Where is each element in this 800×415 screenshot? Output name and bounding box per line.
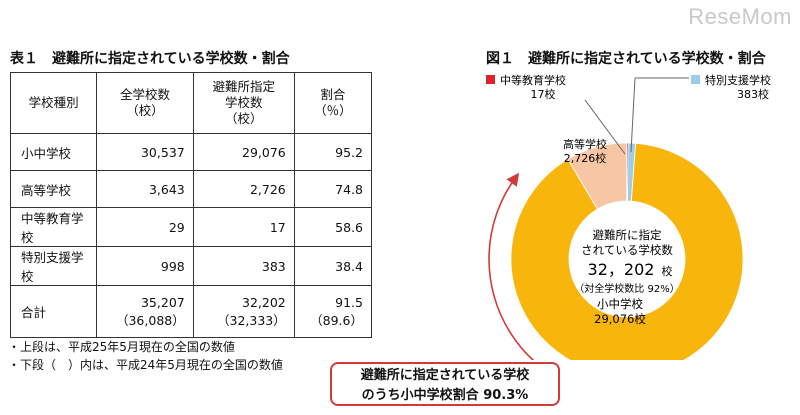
total-designated-current: 32,202 (242, 294, 286, 310)
callout-arc-arrow (488, 172, 535, 360)
header-designated: 避難所指定 学校数 （校） (192, 72, 295, 134)
header-ratio-text: 割合 （％） (314, 87, 352, 118)
cell-total-ratio: 91.5 （89.6） (293, 285, 373, 338)
cell-type: 中等教育学校 (9, 207, 98, 247)
cell-total-all: 35,207 （36,088） (96, 285, 194, 338)
cell-total-type: 合計 (9, 285, 98, 338)
cell-designated: 2,726 (192, 170, 295, 208)
table-notes: ・上段は、平成25年5月現在の全国の数値 ・下段（ ）内は、平成24年5月現在の… (8, 338, 283, 374)
note-line: ・上段は、平成25年5月現在の全国の数値 (8, 340, 235, 354)
label-high-name: 高等学校 (563, 137, 607, 151)
table-row: 小中学校 30,537 29,076 95.2 (9, 133, 373, 171)
table-row: 高等学校 3,643 2,726 74.8 (9, 170, 373, 208)
slice-secondary-education (626, 142, 629, 202)
header-all-schools: 全学校数 （校） (96, 72, 194, 134)
total-all-previous: （36,088） (115, 312, 185, 328)
cell-ratio: 74.8 (293, 170, 373, 208)
header-all-schools-text: 全学校数 （校） (119, 87, 170, 118)
label-high-value: 2,726校 (564, 151, 607, 165)
cell-total-designated: 32,202 （32,333） (192, 285, 295, 338)
center-sub: （対全学校数比 92%） (574, 282, 679, 295)
cell-type: 特別支援学校 (9, 246, 98, 286)
cell-type: 高等学校 (9, 170, 98, 208)
donut-chart: 中等教育学校 17校 特別支援学校 383校 高等学校 2,726校 避難所に指… (486, 73, 771, 360)
table-total-row: 合計 35,207 （36,088） 32,202 （32,333） 91.5 … (9, 285, 373, 338)
donut-slices (510, 142, 744, 360)
cell-type: 小中学校 (9, 133, 98, 171)
label-secondary-name: 中等教育学校 (500, 73, 566, 87)
table-header-row: 学校種別 全学校数 （校） 避難所指定 学校数 （校） 割合 （％） (9, 72, 373, 134)
resemom-watermark: ReseMom (688, 4, 792, 29)
cell-designated: 17 (192, 207, 295, 247)
cell-all: 29 (96, 207, 194, 247)
legend-swatch-special (691, 75, 700, 84)
callout-line-2: のうち小中学校割合 90.3% (361, 388, 529, 403)
table-row: 特別支援学校 998 383 38.4 (9, 246, 373, 286)
note-line: ・下段（ ）内は、平成24年5月現在の全国の数値 (8, 358, 283, 372)
callout-box: 避難所に指定されている学校 のうち小中学校割合 90.3% (330, 362, 560, 406)
label-elementary-value: 29,076校 (594, 312, 646, 326)
header-ratio: 割合 （％） (293, 72, 373, 134)
callout-line-1: 避難所に指定されている学校 (360, 368, 530, 383)
cell-all: 998 (96, 246, 194, 286)
total-ratio-previous: （89.6） (310, 312, 363, 328)
label-special-name: 特別支援学校 (705, 73, 771, 87)
total-ratio-current: 91.5 (335, 294, 363, 310)
school-table: 学校種別 全学校数 （校） 避難所指定 学校数 （校） 割合 （％） 小中学校 … (9, 72, 373, 338)
cell-ratio: 38.4 (293, 246, 373, 286)
center-label-1: 避難所に指定 (593, 228, 662, 242)
header-school-type: 学校種別 (9, 72, 98, 134)
label-elementary-name: 小中学校 (597, 297, 643, 311)
center-label-2: されている学校数 (581, 243, 673, 257)
legend-swatch-secondary (486, 75, 495, 84)
table-title: 表１ 避難所に指定されている学校数・割合 (10, 51, 290, 67)
figure-title: 図１ 避難所に指定されている学校数・割合 (486, 51, 766, 67)
total-designated-previous: （32,333） (217, 312, 286, 328)
cell-all: 3,643 (96, 170, 194, 208)
header-designated-text: 避難所指定 学校数 （校） (212, 79, 275, 126)
cell-ratio: 95.2 (293, 133, 373, 171)
leader-line-secondary (584, 99, 626, 155)
slice-elementary (510, 142, 744, 360)
label-special-value: 383校 (737, 87, 769, 101)
cell-designated: 29,076 (192, 133, 295, 171)
cell-all: 30,537 (96, 133, 194, 171)
cell-designated: 383 (192, 246, 295, 286)
label-secondary-value: 17校 (531, 87, 556, 101)
total-all-current: 35,207 (140, 294, 185, 310)
center-unit: 校 (662, 264, 673, 278)
leader-line-special-2 (630, 77, 636, 153)
center-value: 32，202 (588, 260, 655, 279)
table-row: 中等教育学校 29 17 58.6 (9, 207, 373, 247)
cell-ratio: 58.6 (293, 207, 373, 247)
